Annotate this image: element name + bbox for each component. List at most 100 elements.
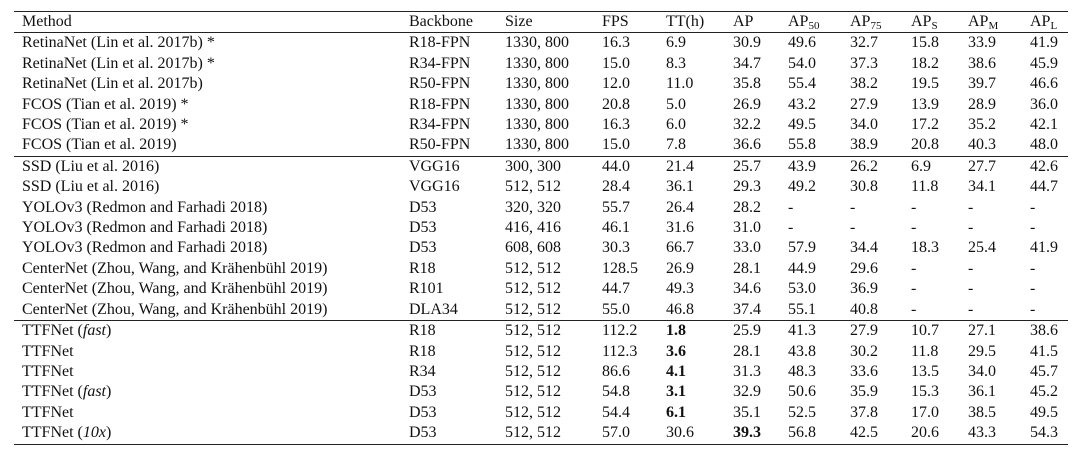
value-cell: 29.5 xyxy=(960,342,1022,362)
cell-text: 55.1 xyxy=(788,300,816,318)
value-cell: 38.6 xyxy=(1022,321,1068,342)
cell-text: 54.4 xyxy=(602,403,630,421)
method-cell: TTFNet xyxy=(14,403,401,423)
value-cell: 11.0 xyxy=(658,74,725,94)
value-cell: 4.1 xyxy=(658,362,725,382)
value-cell: 31.0 xyxy=(725,218,780,238)
value-cell: 416, 416 xyxy=(497,218,594,238)
value-cell: R18 xyxy=(401,259,497,279)
table-row: TTFNet (10x) D53 512, 512 57.0 30.6 39.3 56.8 4… xyxy=(14,423,1068,444)
cell-text: 33.0 xyxy=(733,239,761,257)
cell-text: 29.5 xyxy=(968,342,996,360)
cell-text: 43.9 xyxy=(788,157,816,175)
header-cell: Size xyxy=(497,12,594,33)
cell-text: D53 xyxy=(409,198,437,216)
value-cell: 608, 608 xyxy=(497,238,594,258)
cell-text: 34.0 xyxy=(850,116,878,134)
cell-text: 36.0 xyxy=(1030,95,1058,113)
cell-text: 45.2 xyxy=(1030,383,1058,401)
cell-text: 39.7 xyxy=(968,75,996,93)
cell-text: - xyxy=(1030,259,1036,277)
cell-text: 28.1 xyxy=(733,342,761,360)
cell-text: 44.9 xyxy=(788,259,816,277)
value-cell: 512, 512 xyxy=(497,300,594,321)
value-cell: 1.8 xyxy=(658,321,725,342)
value-cell: 29.3 xyxy=(725,177,780,197)
cell-text: 44.7 xyxy=(1030,178,1058,196)
method-text: ) xyxy=(105,424,112,442)
cell-text: 27.1 xyxy=(968,322,996,340)
cell-text: 512, 512 xyxy=(505,178,561,196)
cell-text: 7.8 xyxy=(666,136,686,154)
cell-text: 8.3 xyxy=(666,54,686,72)
value-cell: 54.4 xyxy=(594,403,658,423)
method-text: fast xyxy=(82,322,106,340)
value-cell: 16.3 xyxy=(594,33,658,54)
value-cell: 13.9 xyxy=(903,95,960,115)
method-text: SSD (Liu et al. 2016) xyxy=(22,157,160,175)
value-cell: 44.7 xyxy=(1022,177,1068,197)
cell-text: 320, 320 xyxy=(505,198,561,216)
cell-text: 28.2 xyxy=(733,198,761,216)
cell-text: 56.8 xyxy=(788,424,816,442)
header-subscript: M xyxy=(988,20,999,32)
value-cell: 13.5 xyxy=(903,362,960,382)
cell-text: 30.3 xyxy=(602,239,630,257)
cell-text: 27.9 xyxy=(850,322,878,340)
cell-text: - xyxy=(968,280,974,298)
cell-text: 15.8 xyxy=(911,34,939,52)
value-cell: - xyxy=(842,218,903,238)
cell-text: 33.9 xyxy=(968,34,996,52)
cell-text: 12.0 xyxy=(602,75,630,93)
method-cell: RetinaNet (Lin et al. 2017b) * xyxy=(14,33,401,54)
value-cell: 35.1 xyxy=(725,403,780,423)
value-cell: 44.7 xyxy=(594,279,658,299)
value-cell: 35.9 xyxy=(842,382,903,402)
cell-text: 3.1 xyxy=(666,383,686,401)
row-group: RetinaNet (Lin et al. 2017b) * R18-FPN 133… xyxy=(14,32,1068,156)
cell-text: 57.9 xyxy=(788,239,816,257)
value-cell: 27.9 xyxy=(842,95,903,115)
value-cell: 26.9 xyxy=(658,259,725,279)
cell-text: 608, 608 xyxy=(505,239,561,257)
header-cell: APS xyxy=(903,12,960,33)
value-cell: 32.2 xyxy=(725,115,780,135)
header-cell: APL xyxy=(1022,12,1068,33)
value-cell: 12.0 xyxy=(594,74,658,94)
cell-text: 41.5 xyxy=(1030,342,1058,360)
value-cell: 26.9 xyxy=(725,95,780,115)
value-cell: 6.9 xyxy=(658,33,725,54)
value-cell: 50.6 xyxy=(780,382,842,402)
cell-text: 34.0 xyxy=(968,362,996,380)
value-cell: 54.0 xyxy=(780,54,842,74)
header-text: Backbone xyxy=(409,13,473,30)
method-text: YOLOv3 (Redmon and Farhadi 2018) xyxy=(22,219,268,237)
value-cell: 39.3 xyxy=(725,423,780,444)
method-cell: YOLOv3 (Redmon and Farhadi 2018) xyxy=(14,198,401,218)
cell-text: 45.7 xyxy=(1030,362,1058,380)
cell-text: 34.4 xyxy=(850,239,878,257)
cell-text: VGG16 xyxy=(409,157,460,175)
value-cell: 53.0 xyxy=(780,279,842,299)
value-cell: 1330, 800 xyxy=(497,115,594,135)
value-cell: 26.4 xyxy=(658,198,725,218)
table-row: CenterNet (Zhou, Wang, and Krähenbühl 20… xyxy=(14,300,1068,321)
cell-text: R34-FPN xyxy=(409,54,471,72)
method-cell: SSD (Liu et al. 2016) xyxy=(14,177,401,197)
cell-text: 18.3 xyxy=(911,239,939,257)
table-row: FCOS (Tian et al. 2019) * R18-FPN 1330, 80… xyxy=(14,95,1068,115)
value-cell: 36.0 xyxy=(1022,95,1068,115)
value-cell: - xyxy=(903,218,960,238)
method-cell: TTFNet xyxy=(14,362,401,382)
cell-text: 54.3 xyxy=(1030,424,1058,442)
value-cell: 1330, 800 xyxy=(497,54,594,74)
value-cell: 48.3 xyxy=(780,362,842,382)
value-cell: 49.5 xyxy=(1022,403,1068,423)
cell-text: 35.2 xyxy=(968,116,996,134)
value-cell: D53 xyxy=(401,423,497,444)
header-text: Size xyxy=(505,13,533,30)
header-cell: Method xyxy=(14,12,401,33)
header-text: FPS xyxy=(602,13,629,30)
cell-text: 13.5 xyxy=(911,362,939,380)
cell-text: 34.1 xyxy=(968,178,996,196)
